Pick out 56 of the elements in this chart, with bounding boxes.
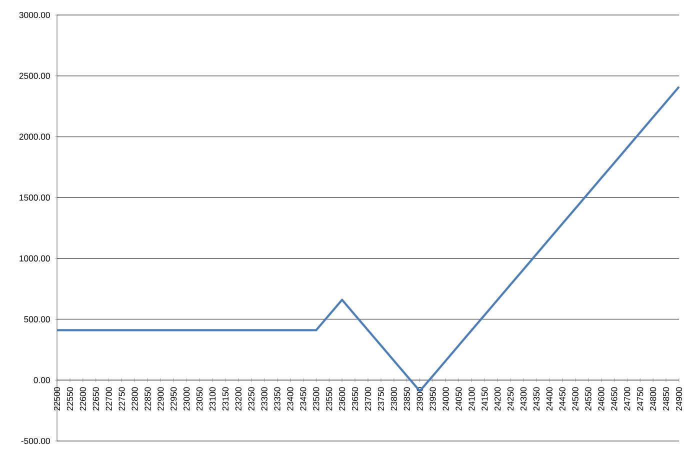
x-tick-label: 24650 bbox=[611, 387, 618, 411]
x-tick-label: 24600 bbox=[598, 387, 604, 411]
y-tick-label: 2500.00 bbox=[19, 72, 50, 79]
x-tick-label: 23050 bbox=[196, 387, 203, 411]
y-tick-label: 1500.00 bbox=[20, 194, 50, 201]
x-tick-label: 22500 bbox=[54, 387, 60, 411]
x-tick-label: 24050 bbox=[456, 387, 462, 411]
x-tick-label: 23850 bbox=[404, 387, 410, 411]
x-tick-label: 24750 bbox=[637, 387, 644, 411]
x-tick-label: 24200 bbox=[494, 387, 501, 411]
x-tick-label: 24300 bbox=[520, 387, 527, 411]
x-tick-label: 24150 bbox=[482, 387, 488, 411]
x-tick-label: 23650 bbox=[352, 387, 358, 411]
x-tick-label: 23500 bbox=[313, 387, 320, 411]
x-tick-label: 22700 bbox=[106, 387, 112, 411]
y-tick-label: 0.00 bbox=[34, 377, 50, 384]
x-tick-label: 23200 bbox=[235, 387, 242, 411]
x-tick-label: 22550 bbox=[66, 387, 74, 411]
x-tick-label: 23100 bbox=[209, 387, 216, 411]
x-tick-label: 24100 bbox=[468, 387, 475, 411]
y-tick-label: 500.00 bbox=[24, 316, 50, 322]
x-tick-label: 24700 bbox=[624, 387, 630, 411]
x-tick-label: 23800 bbox=[390, 387, 397, 411]
x-tick-label: 24000 bbox=[442, 387, 449, 411]
x-tick-label: 24900 bbox=[676, 387, 682, 411]
x-tick-label: 24250 bbox=[507, 387, 514, 411]
x-tick-label: 24350 bbox=[533, 387, 540, 411]
x-tick-label: 23450 bbox=[300, 387, 306, 411]
x-tick-label: 23750 bbox=[378, 387, 384, 411]
x-tick-label: 23300 bbox=[261, 387, 268, 411]
x-tick-label: 22600 bbox=[80, 387, 86, 411]
x-tick-label: 24500 bbox=[572, 387, 578, 411]
x-tick-label: 24450 bbox=[559, 387, 566, 411]
x-tick-label: 22900 bbox=[158, 387, 164, 411]
x-tick-label: 23600 bbox=[339, 387, 346, 411]
x-tick-label: 23950 bbox=[430, 387, 436, 411]
x-tick-label: 23550 bbox=[326, 387, 332, 411]
x-tick-label: 22800 bbox=[132, 387, 138, 411]
x-tick-label: 23400 bbox=[287, 387, 294, 411]
x-tick-label: 22950 bbox=[170, 387, 177, 411]
x-tick-label: 22850 bbox=[144, 387, 151, 411]
x-tick-label: 23250 bbox=[248, 387, 254, 411]
x-tick-label: 24400 bbox=[546, 387, 552, 411]
x-tick-label: 24850 bbox=[662, 387, 670, 411]
x-tick-label: 24550 bbox=[585, 387, 592, 411]
x-tick-label: 23000 bbox=[184, 387, 190, 411]
x-tick-label: 24800 bbox=[650, 387, 656, 411]
y-tick-label: 1000.00 bbox=[20, 255, 50, 262]
y-tick-label: -500.00 bbox=[21, 438, 50, 444]
y-tick-label: 2000.00 bbox=[19, 134, 50, 140]
x-tick-label: 23700 bbox=[364, 387, 372, 411]
y-tick-label: 3000.00 bbox=[19, 12, 50, 18]
x-tick-label: 22750 bbox=[118, 387, 125, 411]
x-tick-label: 23150 bbox=[222, 387, 229, 411]
x-tick-label: 22650 bbox=[92, 387, 99, 411]
x-tick-label: 23350 bbox=[274, 387, 280, 411]
